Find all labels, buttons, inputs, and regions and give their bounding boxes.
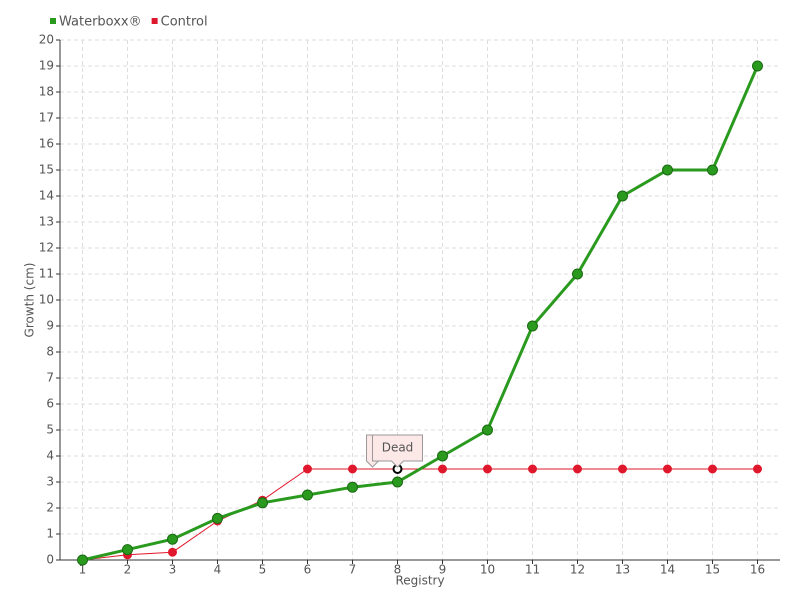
- y-tick-label: 9: [46, 319, 54, 333]
- data-point: [662, 164, 673, 176]
- series-line: [82, 65, 759, 562]
- y-tick-label: 17: [39, 111, 54, 125]
- data-point: [752, 60, 763, 72]
- data-point: [167, 533, 178, 545]
- y-tick-label: 8: [46, 345, 54, 359]
- y-tick-label: 0: [46, 553, 54, 567]
- data-point: [483, 464, 492, 474]
- x-tick-label: 16: [750, 563, 765, 577]
- x-tick-label: 10: [480, 563, 495, 577]
- y-tick-label: 10: [39, 293, 54, 307]
- annotation-box: [372, 434, 423, 468]
- data-point: [392, 476, 403, 488]
- y-tick-label: 3: [46, 475, 54, 489]
- y-tick-label: 7: [46, 371, 54, 385]
- series-line: [82, 468, 758, 561]
- x-tick-label: 1: [79, 563, 87, 577]
- data-point: [302, 489, 313, 501]
- data-point: [122, 544, 133, 556]
- x-tick-label: 13: [615, 563, 630, 577]
- x-tick-label: 2: [124, 563, 132, 577]
- x-tick-label: 8: [394, 563, 402, 577]
- x-axis-label: Registry: [395, 574, 444, 588]
- legend-label: Waterboxx®: [59, 15, 142, 30]
- y-tick-label: 5: [46, 423, 54, 437]
- data-point: [437, 450, 448, 462]
- legend-label: Control: [161, 15, 208, 30]
- data-point: [663, 464, 672, 474]
- legend-swatch: [151, 18, 158, 24]
- y-tick-label: 6: [46, 397, 54, 411]
- x-tick-label: 3: [169, 563, 177, 577]
- x-tick-label: 12: [570, 563, 585, 577]
- y-tick-label: 2: [46, 501, 54, 515]
- legend-swatch: [50, 18, 56, 24]
- data-point: [303, 464, 312, 474]
- data-point: [528, 464, 537, 474]
- data-point: [617, 190, 628, 202]
- y-tick-label: 14: [39, 189, 54, 203]
- y-tick-label: 18: [39, 85, 54, 99]
- y-tick-label: 20: [39, 33, 54, 47]
- data-point: [573, 464, 582, 474]
- x-tick-label: 15: [705, 563, 720, 577]
- x-tick-label: 9: [439, 563, 447, 577]
- data-point: [168, 547, 177, 557]
- data-point: [527, 320, 538, 332]
- y-axis-label: Growth (cm): [23, 263, 37, 338]
- x-tick-label: 14: [660, 563, 675, 577]
- y-tick-label: 12: [39, 241, 54, 255]
- y-tick-label: 1: [46, 527, 54, 541]
- data-point: [257, 497, 268, 509]
- data-point: [347, 481, 358, 493]
- data-point: [618, 464, 627, 474]
- annotation-text: Dead: [382, 441, 414, 455]
- data-point: [707, 164, 718, 176]
- x-tick-label: 7: [349, 563, 357, 577]
- data-point: [753, 464, 762, 474]
- y-tick-label: 11: [39, 267, 54, 281]
- data-point: [348, 464, 357, 474]
- data-point: [482, 424, 493, 436]
- data-point: [572, 268, 583, 280]
- y-tick-label: 15: [39, 163, 54, 177]
- data-point: [438, 464, 447, 474]
- y-tick-label: 16: [39, 137, 54, 151]
- y-tick-label: 19: [39, 59, 54, 73]
- data-point: [212, 512, 223, 524]
- data-point: [708, 464, 717, 474]
- y-tick-label: 4: [46, 449, 54, 463]
- y-tick-label: 13: [39, 215, 54, 229]
- x-tick-label: 11: [525, 563, 540, 577]
- data-point: [77, 554, 88, 566]
- x-tick-label: 4: [214, 563, 222, 577]
- x-tick-label: 6: [304, 563, 312, 577]
- x-tick-label: 5: [259, 563, 267, 577]
